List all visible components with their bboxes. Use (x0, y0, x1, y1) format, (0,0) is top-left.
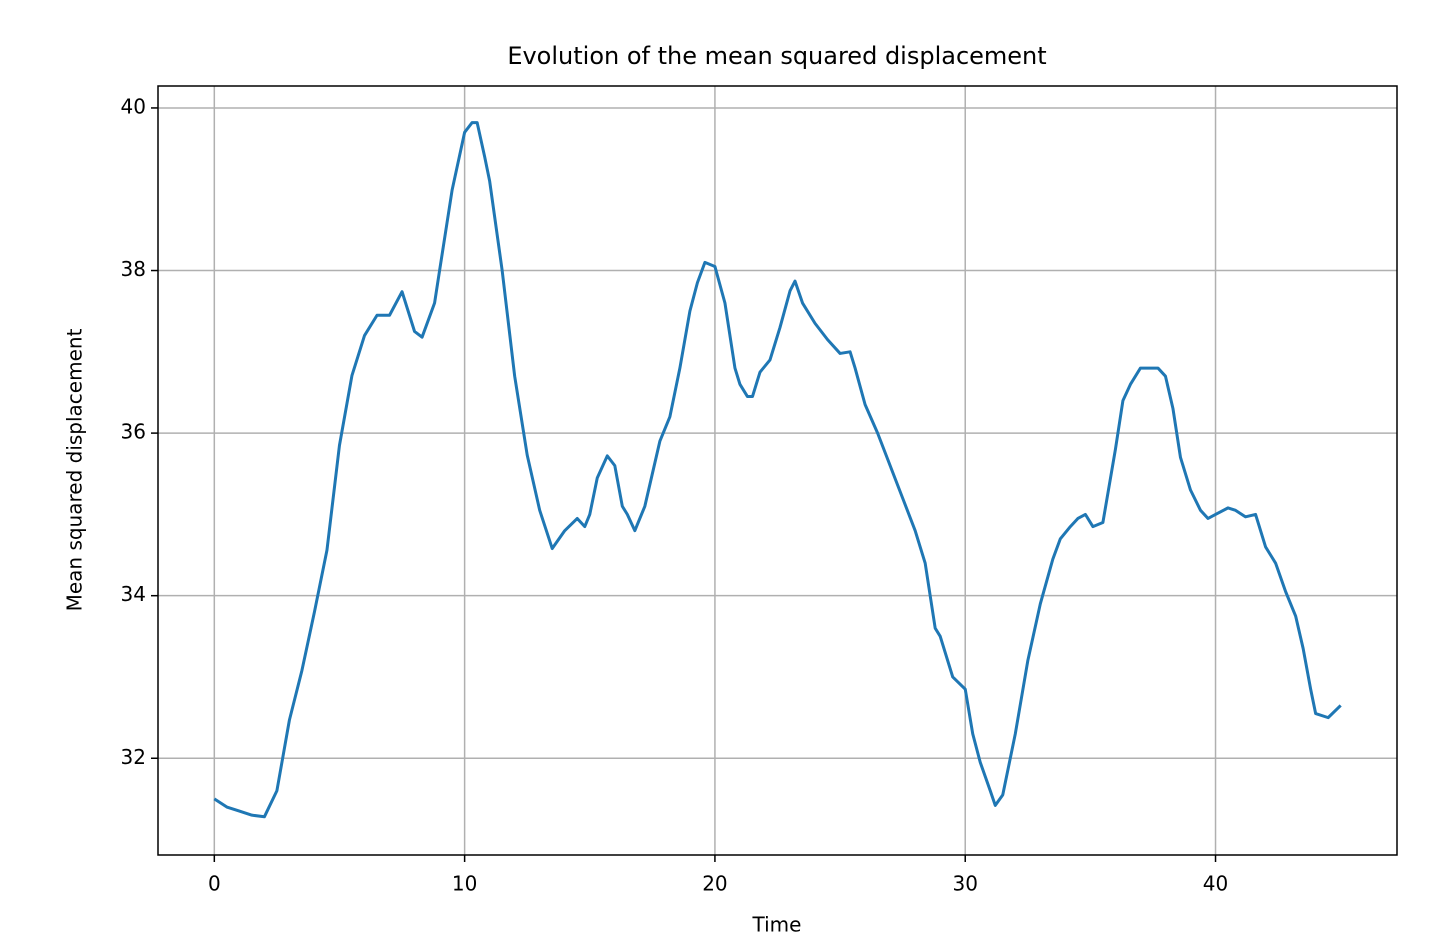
y-tick-label: 34 (121, 582, 146, 606)
x-tick-label: 0 (208, 872, 221, 896)
x-tick-label: 10 (452, 872, 477, 896)
x-axis-label: Time (752, 913, 802, 937)
x-tick-label: 20 (702, 872, 727, 896)
chart-title: Evolution of the mean squared displaceme… (507, 42, 1046, 70)
data-line (213, 121, 1342, 819)
y-tick-label: 38 (121, 257, 146, 281)
y-tick-label: 32 (121, 745, 146, 769)
x-tick-label: 40 (1203, 872, 1228, 896)
y-axis-label: Mean squared displacement (63, 328, 87, 611)
x-tick-label: 30 (953, 872, 978, 896)
y-tick-label: 40 (121, 94, 146, 118)
y-tick-label: 36 (121, 420, 146, 444)
plot-frame (157, 85, 1398, 856)
